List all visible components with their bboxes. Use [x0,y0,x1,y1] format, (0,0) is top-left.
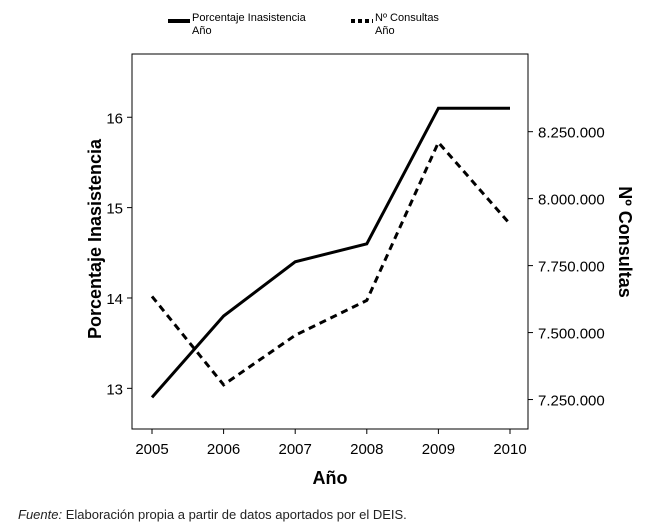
y-axis-left-title: Porcentaje Inasistencia [85,138,105,339]
x-tick-label: 2007 [279,441,312,458]
y-right-tick-label: 7.750.000 [538,259,605,276]
y-right-tick-label: 8.000.000 [538,192,605,209]
x-tick-label: 2009 [422,441,455,458]
series-layer [150,106,512,399]
legend-label-consultas: Nº Consultas [375,12,439,24]
y-left-tick-label: 14 [106,291,123,308]
source-note: Fuente: Elaboración propia a partir de d… [18,507,407,522]
y-left-tick-label: 13 [106,381,123,398]
y-left-tick-label: 16 [106,110,123,127]
x-tick-label: 2005 [135,441,168,458]
x-tick-label: 2006 [207,441,240,458]
legend-label-inasistencia: Porcentaje Inasistencia [192,12,307,24]
source-text: Elaboración propia a partir de datos apo… [62,507,407,522]
y-right-tick-label: 7.500.000 [538,326,605,343]
source-label: Fuente: [18,507,63,522]
series-line-consultas [150,139,512,387]
legend-label-inasistencia-line2: Año [192,25,212,37]
y-axis-right-title: Nº Consultas [615,186,635,298]
plot-frame [131,53,529,430]
x-tick-label: 2008 [350,441,383,458]
y-left-tick-label: 15 [106,201,123,218]
series-line-inasistencia [150,106,510,399]
y-right-tick-label: 7.250.000 [538,393,605,410]
legend: Porcentaje Inasistencia Año Nº Consultas… [168,12,439,37]
ticks-layer: 2005 2006 2007 2008 2009 2010 13 14 15 16 7.250.00… [106,110,604,458]
x-axis-title: Año [313,468,348,488]
x-tick-label: 2010 [493,441,526,458]
legend-label-consultas-line2: Año [375,25,395,37]
y-right-tick-label: 8.250.000 [538,125,605,142]
